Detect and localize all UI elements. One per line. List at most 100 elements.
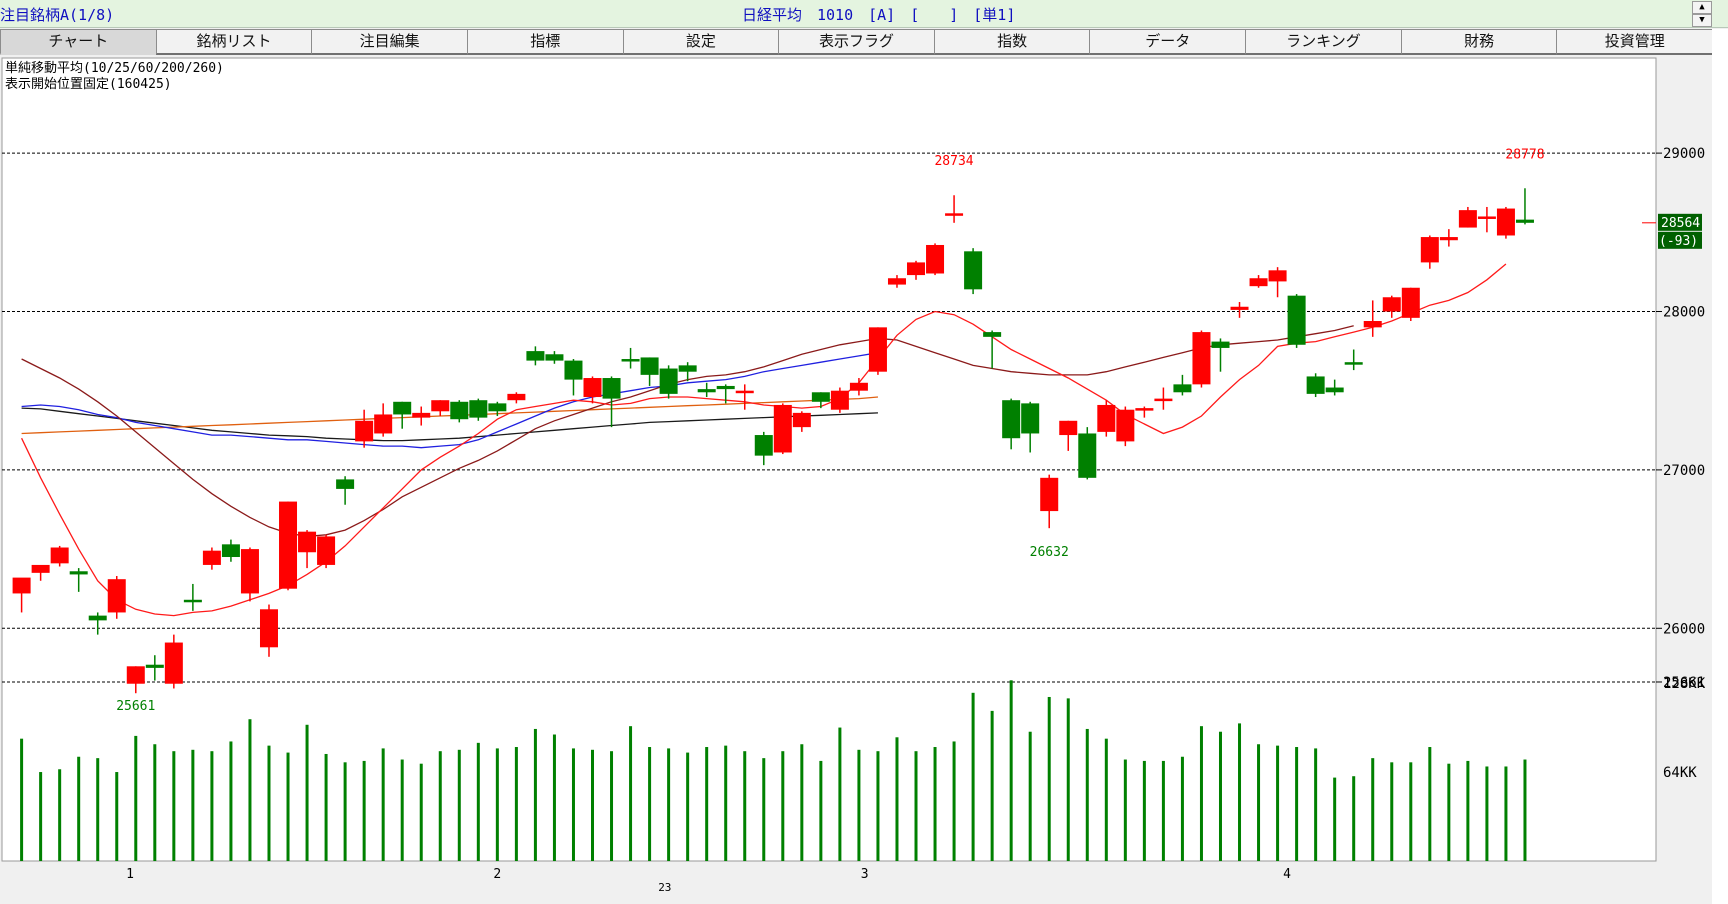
volume-bar — [1371, 758, 1375, 861]
volume-bar — [191, 749, 195, 861]
candle-body — [754, 435, 773, 456]
candle-body — [926, 244, 945, 274]
volume-bar — [58, 769, 62, 861]
candle-body — [31, 564, 50, 573]
volume-bar — [743, 751, 747, 861]
candle-body — [107, 579, 126, 613]
volume-bar — [933, 747, 937, 861]
candle-body — [697, 389, 716, 393]
candlestick-series — [12, 188, 1534, 694]
candle-body — [564, 360, 583, 380]
price-annotation: 25661 — [116, 699, 155, 714]
candle-body — [1420, 237, 1439, 263]
candle-body — [678, 365, 697, 372]
tab-index[interactable]: 指数 — [933, 29, 1091, 55]
candle-body — [983, 332, 1002, 337]
candle-body — [602, 378, 621, 399]
volume-bar — [1085, 728, 1089, 861]
scroll-up-button[interactable]: ▲ — [1692, 1, 1712, 14]
price-annotation: 28778 — [1505, 147, 1544, 162]
moving-average-lines — [21, 263, 1507, 617]
volume-bar — [134, 735, 138, 861]
candle-body — [259, 609, 278, 648]
candle-body — [317, 536, 336, 565]
tab-ranking[interactable]: ランキング — [1245, 29, 1402, 55]
volume-bar — [838, 727, 842, 861]
volume-bar — [514, 747, 518, 861]
candle-body — [393, 401, 412, 415]
volume-bar — [533, 728, 537, 861]
ma-info-text: 単純移動平均(10/25/60/200/260) — [5, 60, 224, 76]
volume-bar — [438, 751, 442, 861]
candle-body — [907, 262, 926, 276]
volume-bar — [1028, 731, 1032, 861]
candle-body — [659, 368, 678, 394]
volume-bar — [96, 758, 100, 861]
candle-body — [279, 501, 298, 589]
ma60-line — [21, 352, 879, 449]
tab-display-flags[interactable]: 表示フラグ — [778, 29, 935, 55]
candle-body — [1230, 306, 1249, 310]
volume-bar — [552, 734, 556, 861]
volume-bar — [1428, 747, 1432, 861]
candle-body — [1097, 404, 1116, 432]
volume-bar — [1352, 776, 1356, 861]
volume-bar — [1409, 762, 1413, 861]
volume-bar — [229, 741, 233, 861]
volume-bar — [705, 747, 709, 861]
candle-body — [945, 213, 964, 216]
volume-bar — [1180, 756, 1184, 861]
tab-financials[interactable]: 財務 — [1400, 29, 1558, 55]
candle-body — [450, 401, 469, 420]
volume-axis-label: 128KK — [1663, 676, 1706, 692]
candle-body — [773, 404, 792, 453]
current-price-label: 28564 — [1661, 216, 1700, 231]
chart-area[interactable]: 29000 28000 27000 26000 25661 28564 (-93) 128KK… — [0, 55, 1712, 904]
candle-body — [336, 479, 355, 489]
volume-bar — [172, 751, 176, 861]
tab-watch-edit[interactable]: 注目編集 — [311, 29, 468, 55]
volume-bar — [990, 710, 994, 861]
candle-body — [792, 412, 811, 428]
tab-indicators[interactable]: 指標 — [466, 29, 624, 55]
candle-body — [545, 354, 564, 361]
tab-chart[interactable]: チャート — [0, 29, 157, 55]
candle-body — [1154, 398, 1173, 402]
tab-data[interactable]: データ — [1089, 29, 1247, 55]
candle-body — [50, 547, 69, 564]
price-change-box — [1658, 231, 1702, 249]
volume-bar — [1504, 766, 1508, 861]
ma260-line — [21, 407, 878, 442]
candle-body — [431, 400, 450, 412]
candle-body — [1173, 384, 1192, 393]
candle-body — [145, 664, 164, 668]
volume-bar — [39, 772, 43, 861]
candle-body — [1401, 287, 1420, 318]
scroll-down-button[interactable]: ▼ — [1692, 14, 1712, 27]
candle-body — [1040, 477, 1059, 512]
price-annotation: 28734 — [934, 154, 973, 169]
candle-body — [1249, 278, 1268, 287]
tab-investment-management[interactable]: 投資管理 — [1556, 29, 1714, 55]
tab-settings[interactable]: 設定 — [622, 29, 780, 55]
volume-bar — [648, 747, 652, 861]
volume-bar — [210, 751, 214, 861]
volume-bar — [724, 745, 728, 861]
candle-body — [1268, 270, 1287, 282]
candle-body — [488, 403, 507, 412]
volume-bar — [1447, 763, 1451, 861]
candle-body — [1192, 332, 1211, 385]
volume-bar — [1466, 760, 1470, 861]
candle-body — [69, 571, 88, 575]
volume-bar — [20, 738, 24, 861]
tab-stock-list[interactable]: 銘柄リスト — [155, 29, 313, 55]
volume-bar — [476, 742, 480, 861]
candle-body — [716, 385, 735, 390]
ma10-line — [21, 263, 1507, 617]
candle-body — [164, 642, 183, 684]
candle-body — [88, 615, 107, 621]
volume-bar — [362, 760, 366, 861]
candle-body — [1344, 362, 1363, 365]
candle-body — [412, 412, 431, 418]
x-tick-label: 4 — [1283, 867, 1291, 882]
